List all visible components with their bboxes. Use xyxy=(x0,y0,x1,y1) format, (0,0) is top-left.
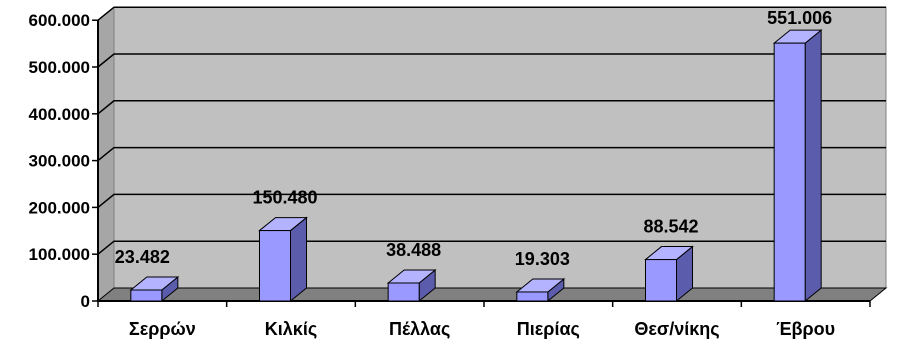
bar-front xyxy=(773,42,806,302)
bar-front xyxy=(645,259,677,302)
gridline xyxy=(97,6,886,21)
gridline xyxy=(97,100,886,115)
data-label: 150.480 xyxy=(252,188,317,208)
category-label: Πέλλας xyxy=(389,319,450,339)
gridlines xyxy=(97,6,886,255)
gridline xyxy=(97,193,886,208)
y-tick-label: 100.000 xyxy=(29,245,90,264)
bar-front xyxy=(387,282,420,302)
data-label: 38.488 xyxy=(386,240,441,260)
axes xyxy=(92,19,871,307)
bar xyxy=(644,245,694,303)
data-label: 23.482 xyxy=(115,247,170,267)
plot-area xyxy=(96,6,888,303)
category-label: Κιλκίς xyxy=(265,319,317,339)
gridline xyxy=(97,240,886,255)
y-tick-label: 500.000 xyxy=(29,58,90,77)
bar-front xyxy=(259,230,291,302)
bar-side xyxy=(290,216,307,303)
y-tick-label: 0 xyxy=(81,292,90,311)
y-tick-label: 300.000 xyxy=(29,152,90,171)
data-label: 551.006 xyxy=(767,8,832,28)
bars xyxy=(129,29,823,303)
data-label: 88.542 xyxy=(643,217,698,237)
bar xyxy=(129,275,180,303)
y-tick-label: 600.000 xyxy=(29,11,90,30)
bar-front xyxy=(516,291,549,302)
category-label: Θεσ/νίκης xyxy=(634,319,719,339)
gridline xyxy=(97,53,886,68)
gridline xyxy=(97,146,886,162)
bar xyxy=(386,268,437,303)
bar xyxy=(258,216,308,303)
y-tick-label: 400.000 xyxy=(29,105,90,124)
labels: 0 100.000 200.000 300.000 400.000 500.000 600.… xyxy=(29,8,836,339)
data-label: 19.303 xyxy=(515,249,570,269)
floor xyxy=(96,287,888,302)
category-label: Έβρου xyxy=(776,319,835,339)
category-label: Σερρών xyxy=(129,319,196,339)
y-tick-label: 200.000 xyxy=(29,198,90,217)
bar xyxy=(515,277,566,303)
bar xyxy=(772,29,823,303)
bar-front xyxy=(130,289,163,302)
bar-side xyxy=(804,29,822,303)
category-label: Πιερίας xyxy=(517,319,580,339)
